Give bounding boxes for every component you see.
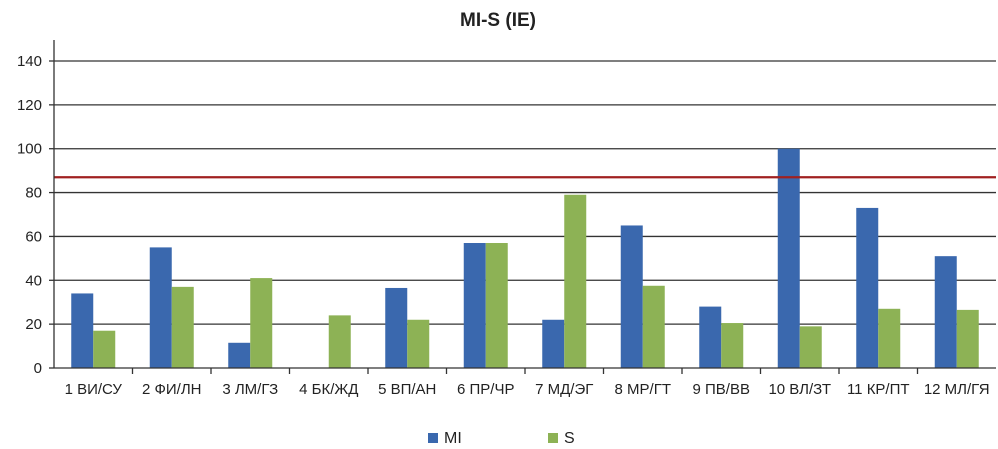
y-tick-label: 20	[25, 316, 42, 333]
y-tick-label: 100	[17, 141, 42, 158]
bar-mi	[934, 256, 957, 368]
bar-mi	[71, 293, 94, 368]
bar-s	[485, 243, 508, 368]
x-category-label: 7 МД/ЭГ	[535, 381, 593, 398]
bar-mi	[385, 287, 408, 368]
y-tick-label: 140	[17, 53, 42, 70]
bar-s	[721, 323, 744, 368]
bar-s	[93, 330, 116, 368]
bar-s	[407, 319, 430, 368]
x-category-label: 4 БК/ЖД	[299, 381, 358, 398]
x-category-label: 10 ВЛ/ЗТ	[768, 381, 831, 398]
x-category-label: 3 ЛМ/ГЗ	[222, 381, 278, 398]
y-tick-label: 0	[34, 360, 42, 377]
legend: MI S	[428, 430, 575, 447]
bar-s	[956, 309, 979, 368]
x-category-label: 12 МЛ/ГЯ	[924, 381, 990, 398]
legend-label-s: S	[564, 430, 575, 447]
bar-s	[328, 315, 351, 368]
grid-layer	[54, 60, 996, 325]
bar-s	[564, 194, 587, 368]
x-axis-categories: 1 ВИ/СУ 2 ФИ/ЛН 3 ЛМ/ГЗ 4 БК/ЖД 5 ВП/АН 6 ПР/…	[65, 381, 990, 398]
y-axis-ticks: 0 20 40 60 80 100 120 140	[17, 53, 54, 377]
legend-swatch-mi	[428, 433, 438, 443]
x-category-label: 9 ПВ/ВВ	[693, 381, 750, 398]
bar-s	[878, 308, 901, 368]
bars	[71, 148, 979, 368]
y-tick-label: 80	[25, 185, 42, 202]
bar-mi	[228, 342, 251, 368]
y-tick-label: 120	[17, 97, 42, 114]
legend-label-mi: MI	[444, 430, 462, 447]
bar-s	[799, 326, 822, 368]
bar-mi	[620, 225, 643, 368]
bar-mi	[542, 319, 565, 368]
x-category-label: 2 ФИ/ЛН	[142, 381, 202, 398]
y-tick-label: 40	[25, 272, 42, 289]
bar-mi	[777, 148, 800, 368]
bar-s	[171, 286, 194, 368]
axes	[53, 40, 996, 374]
bar-s	[250, 278, 273, 368]
y-tick-label: 60	[25, 228, 42, 245]
x-category-label: 8 МР/ГТ	[615, 381, 671, 398]
bar-mi	[856, 207, 879, 368]
bar-mi	[149, 247, 172, 368]
chart-title: MI-S (IE)	[460, 10, 536, 31]
legend-swatch-s	[548, 433, 558, 443]
x-category-label: 11 КР/ПТ	[847, 381, 910, 398]
x-category-label: 1 ВИ/СУ	[65, 381, 123, 398]
bar-mi	[699, 306, 722, 368]
bar-s	[642, 285, 665, 368]
x-category-label: 5 ВП/АН	[378, 381, 436, 398]
bar-mi	[463, 243, 486, 368]
x-category-label: 6 ПР/ЧР	[457, 381, 514, 398]
